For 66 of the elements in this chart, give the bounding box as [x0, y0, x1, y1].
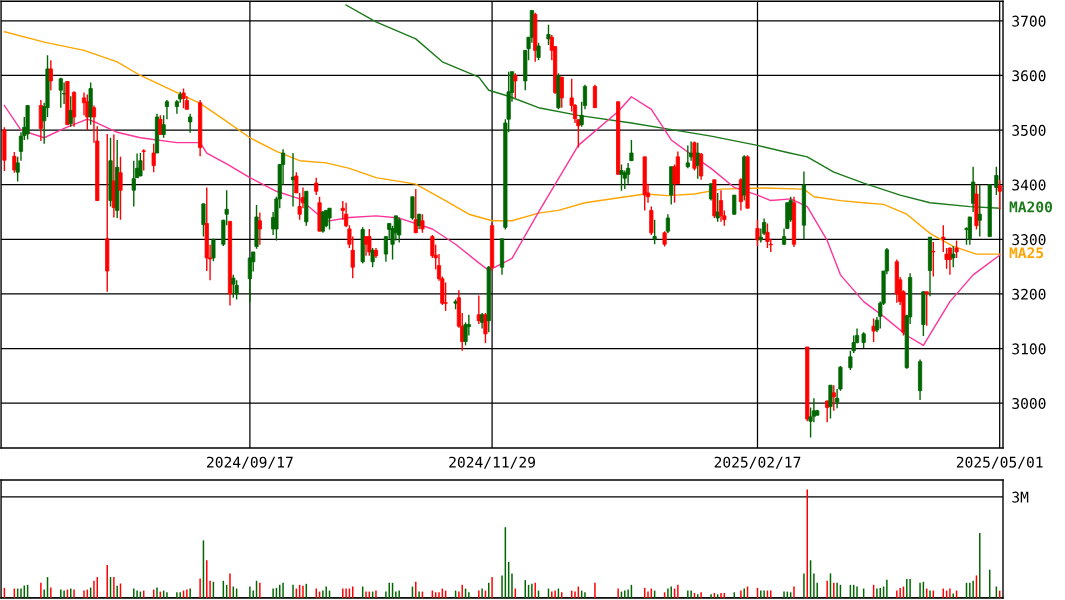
candlestick	[513, 72, 518, 99]
candlestick	[848, 350, 853, 371]
candlestick	[546, 23, 551, 46]
candlestick	[231, 274, 236, 299]
x-tick-label: 2025/02/17	[714, 456, 801, 469]
series-label: MA25	[1009, 247, 1044, 259]
candlestick	[765, 222, 770, 249]
candlestick	[997, 179, 1002, 211]
candlestick	[397, 216, 402, 244]
x-tick-label: 2024/11/29	[449, 456, 535, 469]
y-tick-label: 3500	[1012, 124, 1046, 136]
candlestick	[629, 139, 634, 162]
y-tick-label: 3M	[1012, 491, 1029, 503]
candlestick	[68, 95, 73, 128]
candlestick	[941, 224, 946, 253]
candlestick	[12, 151, 17, 174]
candlestick	[715, 192, 720, 223]
candlestick	[15, 156, 20, 183]
line-series	[345, 4, 1001, 209]
candlestick	[649, 205, 654, 236]
candlestick	[367, 228, 372, 257]
candlestick	[652, 218, 657, 245]
candlestick	[151, 143, 156, 173]
candlestick	[48, 59, 53, 91]
candlestick	[592, 84, 598, 109]
y-tick-label: 3100	[1012, 343, 1046, 355]
candlestick	[164, 99, 170, 120]
x-tick-label: 2025/05/01	[956, 456, 1043, 469]
candlestick	[234, 279, 239, 301]
candlestick	[699, 152, 704, 181]
candlestick	[665, 213, 670, 235]
candlestick	[131, 159, 136, 208]
candlestick	[138, 152, 143, 177]
candlestick	[685, 144, 690, 170]
candlestick	[62, 81, 67, 105]
line-series	[3, 96, 1001, 347]
series-label: MA200	[1009, 201, 1053, 213]
candlestick	[188, 113, 193, 134]
y-tick-label: 3000	[1012, 397, 1046, 409]
candlestick	[201, 203, 206, 238]
candlestick	[994, 166, 999, 196]
candlestick	[626, 162, 631, 185]
candlestick	[118, 156, 123, 221]
candlestick	[947, 246, 952, 276]
candlestick	[931, 241, 936, 278]
candlestick	[619, 163, 624, 192]
x-tick-label: 2024/09/17	[207, 456, 293, 469]
candlestick	[161, 114, 166, 139]
candlestick	[257, 211, 262, 246]
candlestick	[58, 76, 63, 109]
candlestick	[559, 76, 564, 109]
y-tick-label: 3700	[1012, 15, 1046, 27]
y-tick-label: 3600	[1012, 70, 1046, 82]
candlestick	[443, 281, 448, 312]
candlestick	[944, 247, 949, 270]
candlestick	[951, 245, 956, 268]
candlestick	[410, 196, 415, 221]
candlestick	[755, 218, 760, 247]
candlestick	[828, 384, 833, 420]
candlestick	[831, 384, 836, 412]
y-tick-label: 3200	[1012, 288, 1046, 300]
y-tick-label: 3400	[1012, 179, 1046, 191]
candlestick	[141, 148, 146, 172]
candlestick	[924, 291, 929, 327]
candlestick	[732, 194, 737, 216]
y-tick-label: 3300	[1012, 234, 1046, 246]
